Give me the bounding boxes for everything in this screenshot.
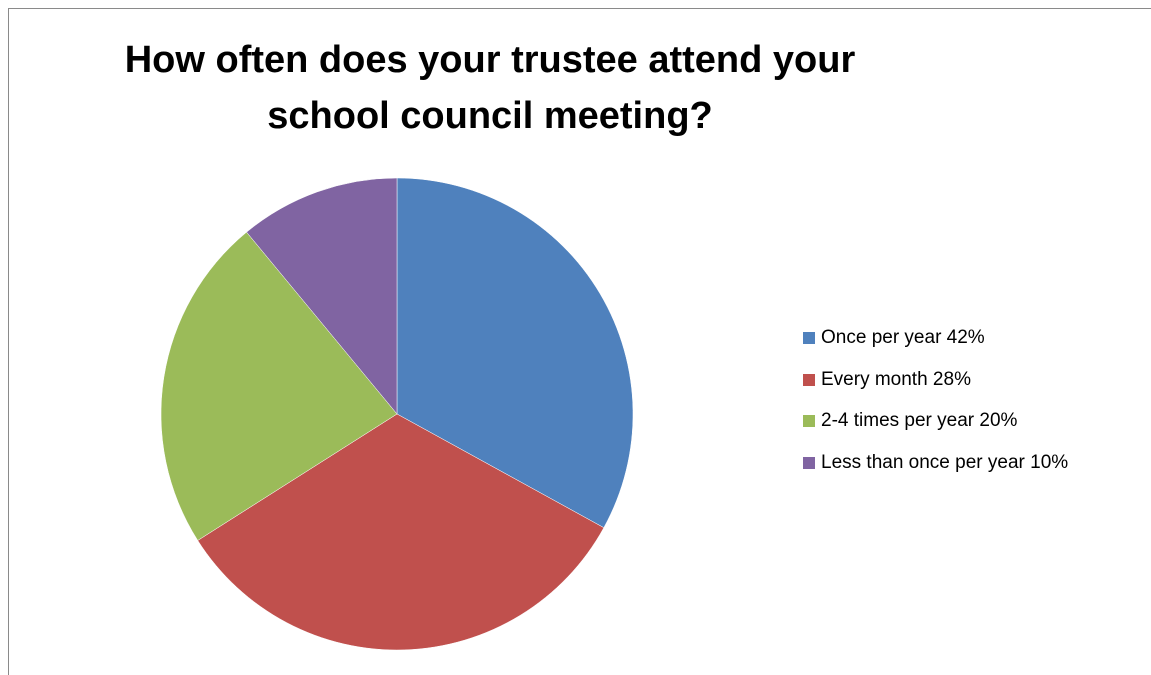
pie-slice-once-per-year [396,177,634,529]
chart-title-line-1: How often does your trustee attend your [124,39,856,81]
chart-title-line-2: school council meeting? [267,95,713,137]
legend-swatch-every-month [803,373,815,386]
pie-slice-every-month [197,413,605,651]
legend-swatch-less-than-once-per-year [803,456,815,469]
chart-title: How often does your trustee attend your … [0,32,980,144]
pie-slice-less-than-once-per-year [246,177,398,415]
legend-label-every-month: Every month 28% [821,368,971,390]
legend-item-less-than-once-per-year: Less than once per year 10% [803,452,1068,474]
legend-item-every-month: Every month 28% [803,369,1068,391]
legend-swatch-once-per-year [803,332,815,344]
legend-swatch-2-4-times-per-year [803,415,815,427]
legend-item-2-4-times-per-year: 2-4 times per year 20% [803,410,1068,432]
legend-label-less-than-once-per-year: Less than once per year 10% [821,451,1069,473]
legend-label-2-4-times-per-year: 2-4 times per year 20% [821,410,1018,431]
legend: Once per year 42% Every month 28% 2-4 ti… [803,327,1068,493]
legend-item-once-per-year: Once per year 42% [803,327,1068,349]
legend-label-once-per-year: Once per year 42% [821,327,985,348]
pie-slice-2-4-times-per-year [160,231,398,541]
